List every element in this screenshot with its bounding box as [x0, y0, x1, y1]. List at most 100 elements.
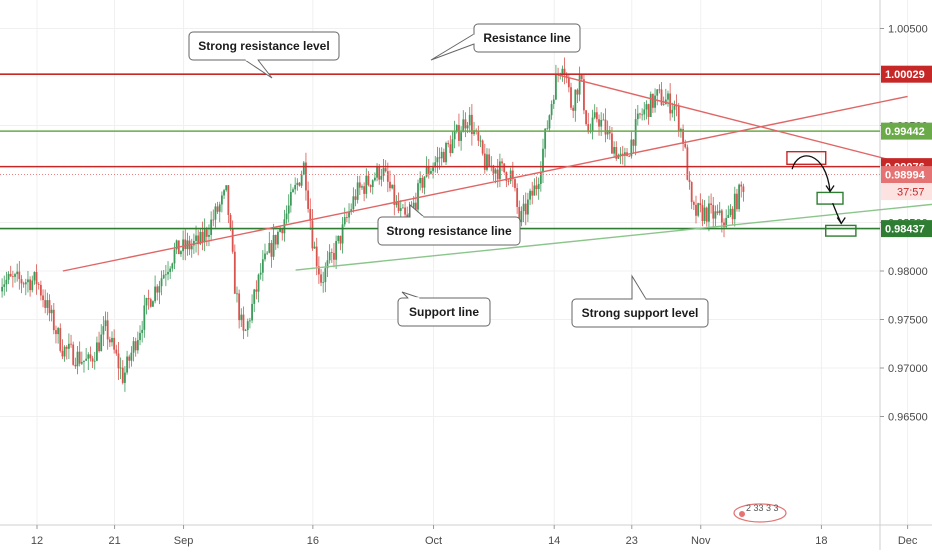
candle	[697, 202, 700, 218]
candle	[682, 124, 684, 151]
candle-body	[509, 170, 512, 182]
candle	[128, 354, 131, 369]
candle-body	[458, 125, 460, 141]
candle-body	[348, 211, 350, 218]
candle-body	[216, 206, 219, 212]
price-tag: 0.99442	[881, 122, 932, 140]
candle-body	[546, 128, 549, 130]
candle-body	[119, 367, 122, 369]
callout-strong-support-level: Strong support level	[571, 274, 709, 328]
candle	[244, 328, 247, 332]
candle-body	[369, 184, 372, 188]
candle-body	[115, 349, 118, 354]
candle-body	[595, 112, 598, 120]
candle-body	[363, 186, 366, 194]
candle-body	[27, 279, 29, 283]
candle-body	[531, 190, 534, 196]
candle-body	[494, 169, 497, 174]
candle	[309, 198, 312, 230]
candle	[356, 175, 359, 204]
candle	[552, 94, 555, 109]
candle-body	[632, 139, 635, 146]
candle-body	[673, 105, 676, 110]
candle-body	[253, 289, 256, 304]
candle	[203, 218, 206, 252]
candle-body	[645, 104, 648, 110]
candle-body	[281, 228, 284, 234]
candle	[361, 184, 363, 191]
candle	[354, 189, 357, 207]
candle-body	[337, 235, 340, 241]
candle	[108, 336, 111, 347]
candle-body	[619, 153, 622, 155]
candle-body	[432, 167, 434, 172]
candle	[317, 256, 320, 284]
candle	[136, 331, 139, 354]
candle-body	[604, 119, 607, 135]
candle	[436, 146, 439, 174]
candle-body	[537, 183, 540, 190]
candle	[16, 263, 19, 282]
candle	[723, 218, 725, 238]
candle-body	[22, 283, 25, 285]
candle-body	[634, 119, 637, 146]
candle-body	[647, 104, 650, 117]
candle-body	[384, 168, 387, 172]
candle	[662, 96, 665, 106]
candle-body	[231, 228, 234, 252]
candle	[65, 345, 68, 360]
candle-body	[421, 177, 424, 188]
candle	[89, 346, 92, 362]
candle-body	[492, 165, 495, 174]
candle-body	[61, 350, 64, 357]
candle-body	[223, 190, 225, 196]
candle	[285, 205, 288, 224]
candle	[134, 337, 137, 357]
candle	[578, 66, 581, 102]
candle-body	[574, 89, 577, 111]
candle-body	[218, 204, 221, 212]
candle	[311, 209, 314, 251]
candle	[645, 100, 648, 120]
candle	[300, 170, 303, 189]
candle-body	[246, 321, 249, 331]
candle-body	[91, 358, 94, 362]
candle-body	[173, 249, 176, 264]
candle-body	[630, 139, 633, 157]
callout-pointer	[409, 203, 425, 218]
candle-body	[498, 161, 501, 180]
candle	[606, 120, 609, 140]
candle-body	[656, 89, 659, 96]
price-tag: 0.98994	[881, 166, 932, 184]
candle	[240, 308, 243, 328]
candle-body	[520, 211, 523, 223]
candle-body	[343, 217, 346, 225]
candle-body	[729, 208, 732, 215]
candle-body	[481, 140, 484, 154]
candle-body	[320, 274, 322, 283]
candle	[483, 143, 486, 174]
candle	[348, 203, 350, 224]
candle-body	[738, 184, 740, 210]
candle-body	[580, 74, 583, 80]
candle-body	[430, 171, 432, 174]
candle	[468, 107, 471, 133]
candle	[320, 269, 322, 287]
candle	[731, 206, 734, 225]
candle	[636, 105, 639, 126]
candle	[481, 139, 484, 156]
candle-body	[309, 208, 312, 221]
callout-pointer	[430, 33, 475, 61]
candle-body	[662, 104, 665, 106]
candle	[91, 355, 94, 368]
candle	[5, 271, 8, 292]
candle-body	[139, 332, 141, 341]
candle	[427, 158, 430, 179]
projection-arrow	[791, 155, 831, 192]
candle	[684, 139, 687, 149]
price-tick-label: 0.98000	[888, 266, 928, 278]
candle-body	[289, 192, 292, 206]
candle-body	[14, 274, 16, 277]
candle	[104, 311, 107, 332]
candle	[634, 108, 637, 156]
